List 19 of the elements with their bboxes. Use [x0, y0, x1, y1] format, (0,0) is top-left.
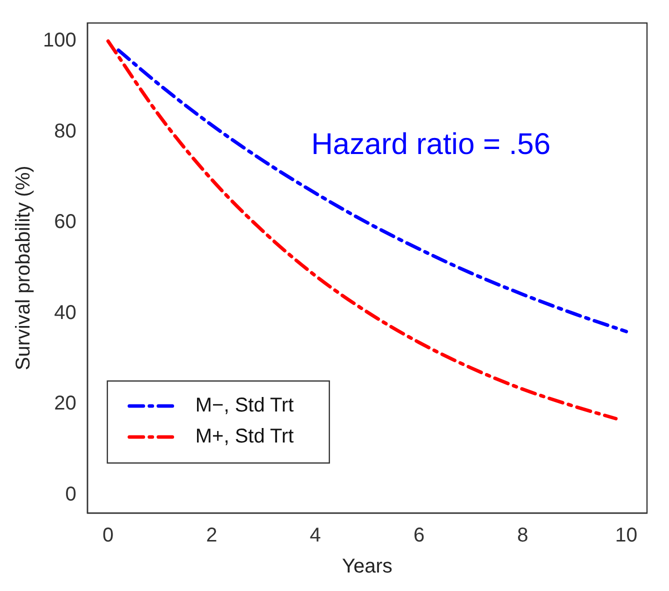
y-axis-title: Survival probability (%) — [12, 166, 35, 370]
line-series — [106, 39, 618, 420]
x-tick-label: 2 — [206, 524, 218, 547]
x-tick-label: 4 — [310, 524, 321, 547]
legend-label: M−, Std Trt — [195, 394, 294, 417]
x-tick-label: 10 — [615, 524, 638, 547]
y-tick-label: 80 — [54, 120, 76, 142]
y-tick-label: 20 — [54, 392, 76, 415]
x-tick-label: 8 — [517, 524, 528, 547]
x-axis-title: Years — [342, 556, 392, 578]
x-tick-label: 0 — [102, 524, 114, 547]
y-tick-label: 60 — [54, 211, 76, 234]
y-tick-label: 100 — [42, 30, 76, 52]
x-tick-label: 6 — [413, 524, 425, 547]
line-series — [116, 48, 628, 334]
annotation: Hazard ratio = .56 — [311, 128, 551, 161]
y-tick-label: 40 — [54, 302, 76, 324]
legend-label: M+, Std Trt — [195, 426, 294, 448]
y-tick-label: 0 — [65, 483, 76, 506]
